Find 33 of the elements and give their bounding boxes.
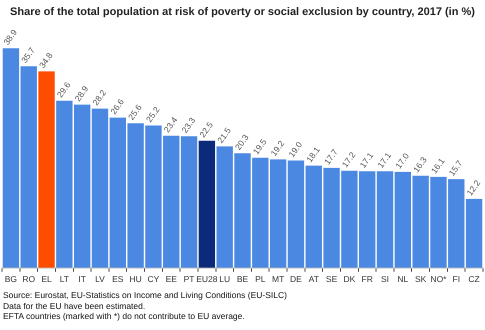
- chart-title: Share of the total population at risk of poverty or social exclusion by country, 2017 (in %): [9, 6, 476, 20]
- x-tick-label: NO*: [430, 274, 448, 284]
- x-tick-label: MT: [272, 274, 284, 284]
- x-tick-label: PL: [255, 274, 266, 284]
- x-tick-label: RO: [22, 274, 36, 284]
- source-note: Source: Eurostat, EU-Statistics on Income and Living Conditions (EU-SILC): [3, 290, 288, 300]
- x-tick-label: EL: [41, 274, 52, 284]
- x-tick-label: BE: [236, 274, 248, 284]
- text: Data for the EU have been estimated.: [3, 300, 146, 311]
- x-tick-label: BG: [4, 274, 18, 284]
- x-tick-label: IT: [78, 274, 86, 284]
- x-tick-label: CZ: [468, 274, 480, 284]
- x-tick-label: EU28: [196, 274, 218, 284]
- x-tick-label: SI: [381, 274, 390, 284]
- text: EFTA countries (marked with *) do not contribute to EU average.: [3, 311, 246, 322]
- x-tick-label: DK: [343, 274, 356, 284]
- x-tick-label: AT: [308, 274, 319, 284]
- x-tick-label: FI: [452, 274, 460, 284]
- x-tick-label: EE: [166, 274, 178, 284]
- x-tick-label: DE: [290, 274, 302, 284]
- x-tick-label: ES: [112, 274, 124, 284]
- x-tick-label: NL: [397, 274, 409, 284]
- x-tick-label: LV: [95, 274, 106, 284]
- bar: [198, 140, 216, 268]
- bar: [38, 71, 55, 268]
- x-tick-label: HU: [129, 274, 142, 284]
- x-tick-label: SE: [326, 274, 338, 284]
- x-tick-label: PT: [184, 274, 194, 284]
- x-tick-label: SK: [414, 274, 427, 284]
- x-tick-label: FR: [362, 274, 373, 284]
- x-tick-label: LT: [60, 274, 69, 284]
- x-tick-label: CY: [148, 274, 160, 284]
- x-tick-label: LU: [219, 274, 230, 284]
